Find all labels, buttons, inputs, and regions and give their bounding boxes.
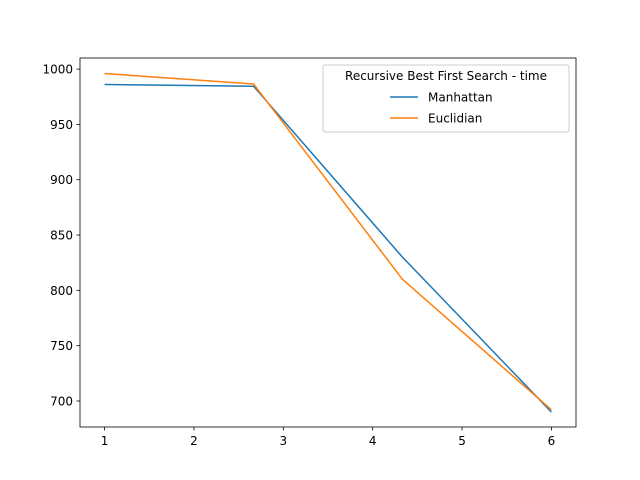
x-tick-label: 1 xyxy=(101,434,109,448)
y-tick-label: 700 xyxy=(50,394,73,408)
legend: Recursive Best First Search - time Manha… xyxy=(322,64,570,133)
y-tick-label: 1000 xyxy=(42,63,73,77)
x-tick-label: 2 xyxy=(190,434,198,448)
y-tick-label: 750 xyxy=(50,339,73,353)
legend-label-manhattan: Manhattan xyxy=(428,91,493,105)
series-line-manhattan xyxy=(104,83,552,413)
x-tick-label: 5 xyxy=(458,434,466,448)
y-tick-label: 950 xyxy=(50,118,73,132)
legend-box xyxy=(322,64,570,133)
legend-title: Recursive Best First Search - time xyxy=(345,69,547,83)
x-tick-label: 4 xyxy=(369,434,377,448)
axes-frame xyxy=(79,57,577,428)
x-tick-label: 6 xyxy=(548,434,556,448)
axes-layer: 1 2 3 4 5 6 700 750 800 850 900 950 1000 xyxy=(42,57,577,448)
series-line-euclidian xyxy=(104,72,552,411)
y-tick-label: 900 xyxy=(50,173,73,187)
legend-label-euclidian: Euclidian xyxy=(428,112,482,126)
y-tick-label: 800 xyxy=(50,284,73,298)
y-tick-label: 850 xyxy=(50,229,73,243)
series-layer xyxy=(104,72,552,413)
x-tick-label: 3 xyxy=(279,434,287,448)
